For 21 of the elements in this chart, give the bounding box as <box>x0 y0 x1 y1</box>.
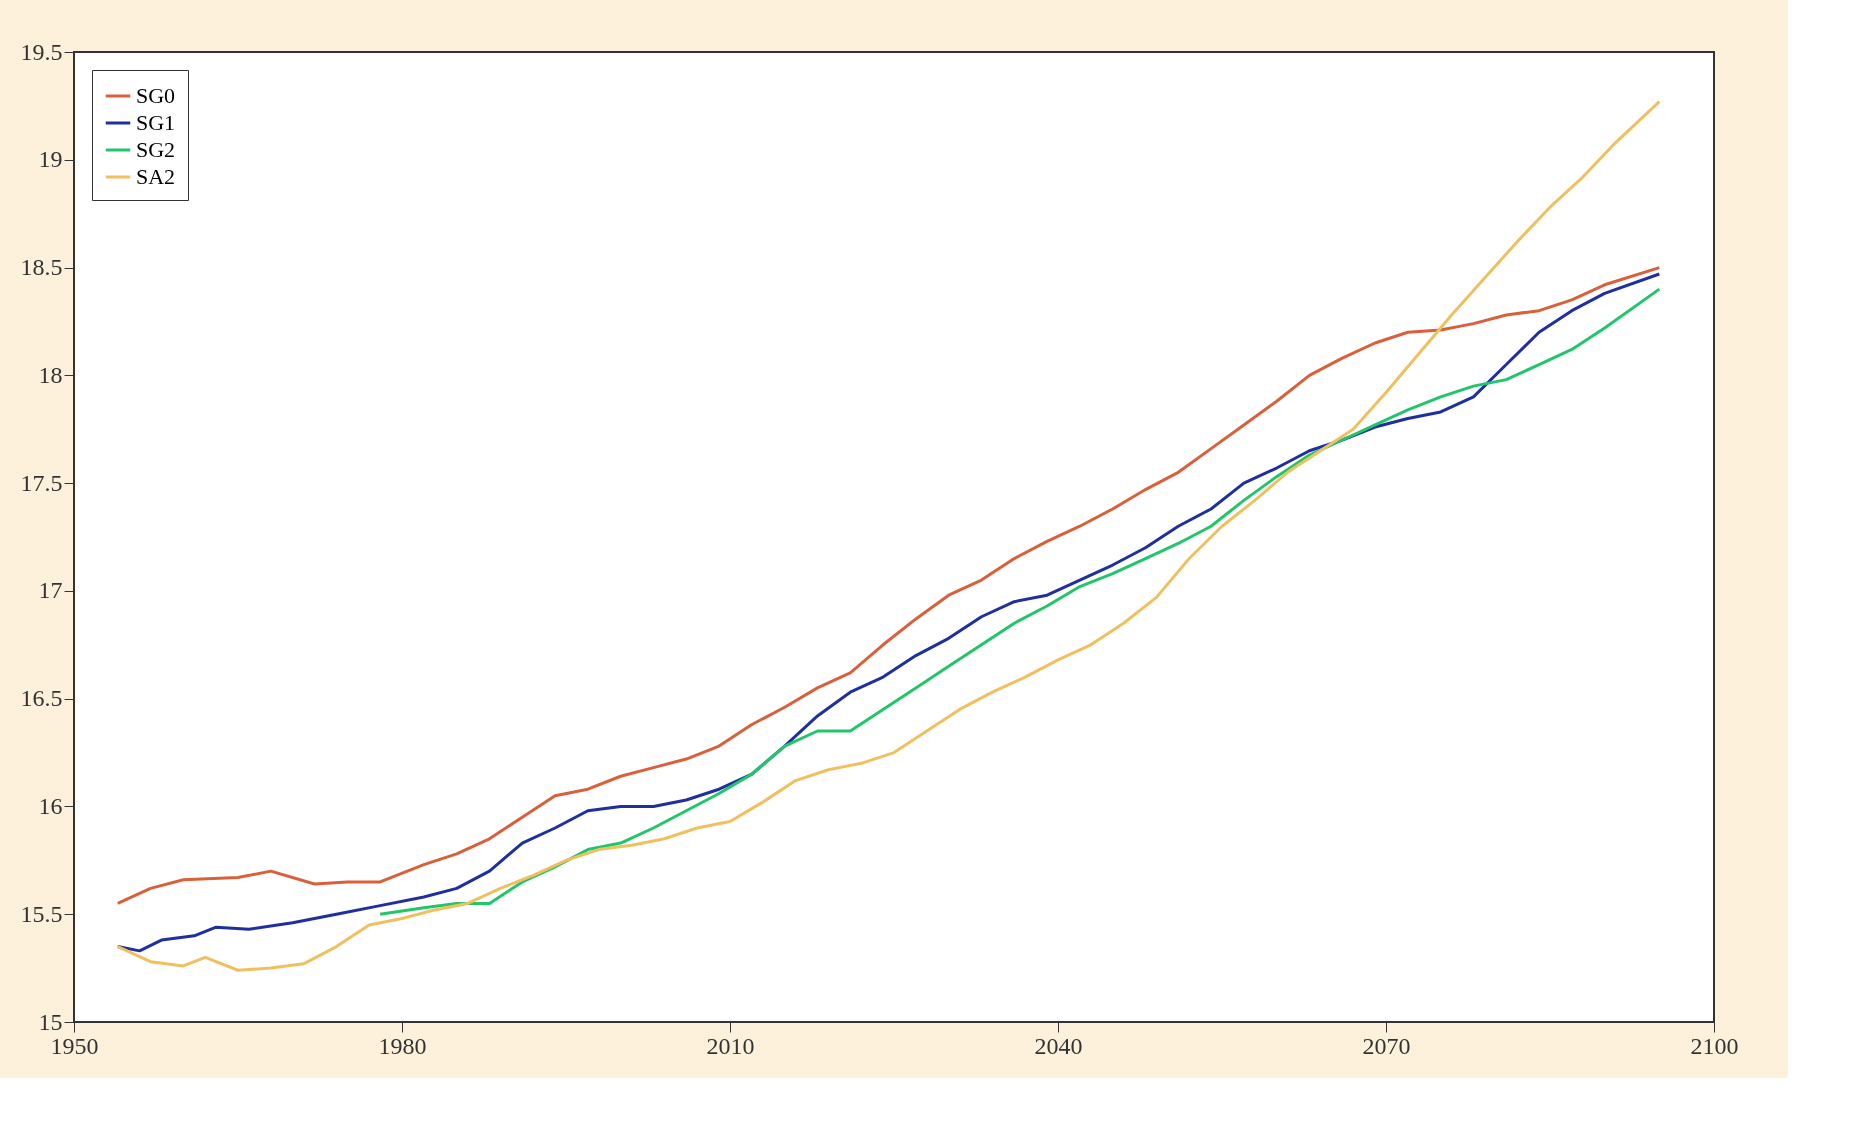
y-tick-label: 15.5 <box>20 900 63 927</box>
legend-label: SG0 <box>136 83 176 108</box>
legend-label: SG1 <box>136 110 176 135</box>
legend-label: SG2 <box>136 137 176 162</box>
y-tick-label: 17.5 <box>20 469 63 496</box>
y-tick-label: 15 <box>38 1008 63 1035</box>
legend-label: SA2 <box>136 164 176 189</box>
x-tick-label: 2040 <box>1034 1032 1083 1059</box>
y-tick-label: 17 <box>38 577 63 604</box>
x-tick-label: 1980 <box>378 1032 427 1059</box>
y-tick-label: 18 <box>38 361 63 388</box>
x-tick-label: 1950 <box>50 1032 99 1059</box>
y-tick-label: 16.5 <box>20 685 63 712</box>
line-series <box>378 287 1661 916</box>
x-tick-label: 2010 <box>706 1032 755 1059</box>
y-tick-label: 18.5 <box>20 254 63 281</box>
y-tick-label: 16 <box>38 792 63 819</box>
y-tick-label: 19 <box>38 146 63 173</box>
y-tick-label: 19.5 <box>20 38 63 65</box>
x-tick-label: 2100 <box>1690 1032 1739 1059</box>
x-tick-label: 2070 <box>1362 1032 1411 1059</box>
